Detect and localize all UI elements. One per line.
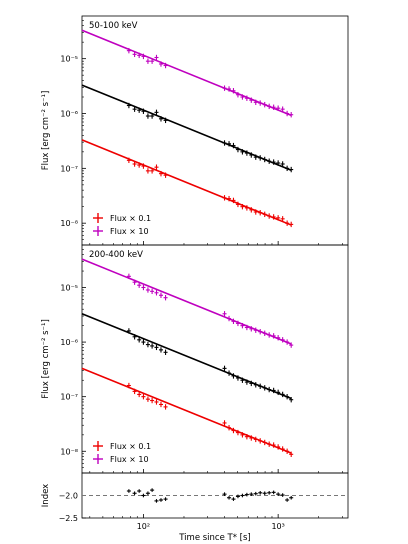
- y-tick-label: 10⁻⁵: [60, 55, 78, 64]
- x-tick-label: 10³: [271, 522, 284, 531]
- y-axis-label: Flux [erg cm⁻² s⁻¹]: [41, 319, 51, 399]
- legend-entry: Flux × 0.1: [110, 214, 151, 223]
- model-line: [81, 139, 292, 226]
- panel-frame: [81, 244, 349, 474]
- model-line: [81, 29, 292, 117]
- x-axis-label: Time since T* [s]: [178, 533, 251, 543]
- panel-frame: [81, 15, 349, 246]
- y-tick-label: 10⁻⁸: [60, 447, 78, 456]
- x-tick-label: 10²: [137, 522, 150, 531]
- y-axis-label: Index: [41, 484, 51, 507]
- y-tick-label: −2.0: [59, 492, 78, 501]
- y-tick-label: −2.5: [59, 514, 78, 523]
- panel-label: 200-400 keV: [89, 250, 143, 260]
- y-tick-label: 10⁻⁷: [60, 393, 78, 402]
- y-axis-label: Flux [erg cm⁻² s⁻¹]: [41, 91, 51, 171]
- panel-label: 50-100 keV: [89, 21, 138, 31]
- model-line: [81, 84, 292, 171]
- y-tick-label: 10⁻⁷: [60, 164, 78, 173]
- legend-entry: Flux × 10: [110, 227, 149, 236]
- y-tick-label: 10⁻⁶: [60, 338, 78, 347]
- y-tick-label: 10⁻⁶: [60, 110, 78, 119]
- legend-entry: Flux × 10: [110, 455, 149, 464]
- legend-entry: Flux × 0.1: [110, 442, 151, 451]
- y-tick-label: 10⁻⁸: [60, 219, 78, 228]
- y-tick-label: 10⁻⁵: [60, 283, 78, 292]
